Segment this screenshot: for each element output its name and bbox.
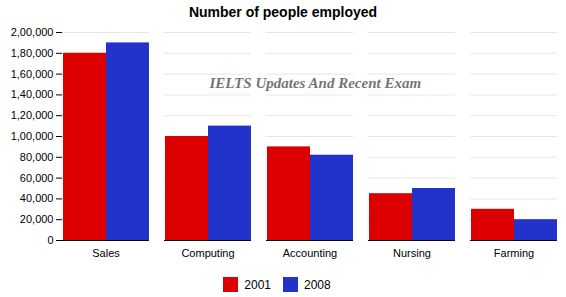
svg-text:Computing: Computing [181, 247, 234, 259]
svg-text:80,000: 80,000 [20, 151, 54, 163]
svg-text:1,80,000: 1,80,000 [11, 47, 54, 59]
svg-text:1,40,000: 1,40,000 [11, 88, 54, 100]
svg-text:2,00,000: 2,00,000 [11, 26, 54, 38]
html-text:2001: 2001 [244, 277, 271, 292]
svg-text:Accounting: Accounting [283, 247, 337, 259]
html-text:IELTS Updates And Recent Exam: IELTS Updates And Recent Exam [209, 74, 422, 91]
svg-text:1,20,000: 1,20,000 [11, 109, 54, 121]
svg-text:1,00,000: 1,00,000 [11, 130, 54, 142]
svg-text:0: 0 [47, 234, 53, 246]
html-text:2008: 2008 [304, 277, 331, 292]
svg-text:20,000: 20,000 [20, 213, 54, 225]
svg-text:60,000: 60,000 [20, 172, 54, 184]
html-text:Number of people employed: Number of people employed [188, 4, 378, 20]
svg-text:1,60,000: 1,60,000 [11, 68, 54, 80]
svg-text:Nursing: Nursing [393, 247, 431, 259]
svg-text:Farming: Farming [494, 247, 534, 259]
svg-text:Sales: Sales [92, 247, 120, 259]
svg-text:40,000: 40,000 [20, 192, 54, 204]
